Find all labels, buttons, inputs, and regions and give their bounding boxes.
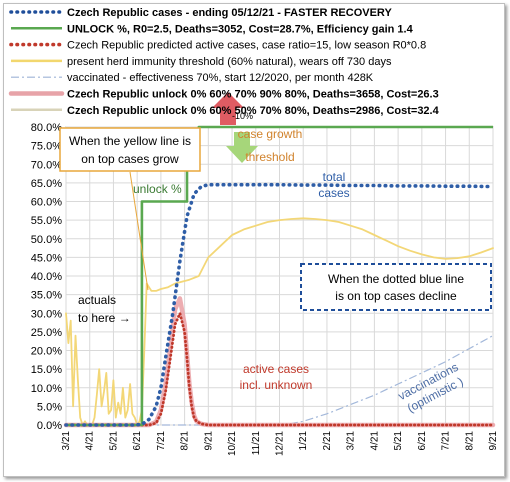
yellow-callout-pointer: [129, 171, 149, 291]
x-tick-label: 3/21: [346, 431, 357, 451]
y-tick-label: 30.0%: [31, 308, 62, 320]
y-tick-label: 40.0%: [31, 271, 62, 283]
yellow-callout-line1: When the yellow line is: [69, 134, 191, 148]
y-tick-label: 15.0%: [31, 364, 62, 376]
legend-label-vacc: vaccinated - effectiveness 70%, start 12…: [67, 72, 374, 84]
up-arrow: [212, 92, 244, 125]
y-tick-label: 60.0%: [31, 197, 62, 209]
x-axis-ticks: 3/21 4/21 5/21 6/21 7/21 8/21 9/21 10/21 11/21 12…: [61, 431, 499, 456]
x-tick-label: 3/21: [61, 431, 72, 451]
y-tick-label: 55.0%: [31, 215, 62, 227]
threshold-line1: case growth: [238, 127, 303, 141]
legend-label-unlock3: Czech Republic unlock 0% 60% 50% 70% 80%…: [67, 105, 440, 117]
x-tick-label: 9/21: [203, 431, 214, 451]
x-tick-label: 10/21: [227, 431, 238, 456]
legend: Czech Republic cases - ending 05/12/21 -…: [8, 7, 440, 117]
blue-callout-box: [300, 263, 492, 311]
total-cases-line2: cases: [318, 186, 349, 200]
active-cases-line2: incl. unknown: [240, 378, 313, 392]
y-tick-label: 5.0%: [37, 401, 62, 413]
y-tick-label: 0.0%: [37, 420, 62, 432]
x-tick-label: 9/21: [488, 431, 499, 451]
blue-callout-line1: When the dotted blue line: [328, 272, 464, 286]
x-tick-label: 5/21: [393, 431, 404, 451]
y-tick-label: 20.0%: [31, 346, 62, 358]
x-tick-label: 12/21: [275, 431, 286, 456]
active-cases-line1: active cases: [243, 362, 309, 376]
threshold-line2: threshold: [245, 150, 294, 164]
y-tick-label: 10.0%: [31, 383, 62, 395]
x-tick-label: 8/21: [180, 431, 191, 451]
total-cases-line1: total: [323, 170, 346, 184]
blue-callout-line2: is on top cases decline: [335, 289, 457, 303]
y-tick-label: 80.0%: [31, 122, 62, 134]
yellow-callout-box: [59, 127, 201, 172]
x-tick-label: 8/21: [464, 431, 475, 451]
x-tick-label: 4/21: [85, 431, 96, 451]
x-tick-label: 7/21: [441, 431, 452, 451]
legend-label-unlock2: Czech Republic unlock 0% 60% 70% 90% 80%…: [67, 89, 439, 101]
x-tick-label: 5/21: [108, 431, 119, 451]
x-tick-label: 4/21: [369, 431, 380, 451]
x-tick-label: 2/21: [322, 431, 333, 451]
threshold-arrows: [212, 92, 258, 163]
legend-label-cases: Czech Republic cases - ending 05/12/21 -…: [67, 7, 392, 19]
y-tick-label: 75.0%: [31, 141, 62, 153]
actuals-line2: to here →: [78, 311, 131, 325]
legend-label-predicted: Czech Republic predicted active cases, c…: [67, 40, 426, 52]
arrow-label: -10%: [232, 111, 253, 121]
y-tick-label: 65.0%: [31, 178, 62, 190]
x-tick-label: 1/21: [298, 431, 309, 451]
x-tick-label: 6/21: [417, 431, 428, 451]
series-predicted: [64, 311, 495, 427]
y-tick-label: 45.0%: [31, 252, 62, 264]
x-tick-label: 6/21: [132, 431, 143, 451]
legend-label-herd: present herd immunity threshold (60% nat…: [67, 56, 392, 68]
y-tick-label: 70.0%: [31, 159, 62, 171]
legend-label-unlock: UNLOCK %, R0=2.5, Deaths=3052, Cost=28.7…: [67, 23, 414, 35]
x-tick-label: 11/21: [251, 431, 262, 456]
y-tick-label: 25.0%: [31, 327, 62, 339]
x-tick-label: 7/21: [156, 431, 167, 451]
series-vacc: [66, 335, 494, 426]
down-arrow: [226, 132, 258, 163]
y-tick-label: 35.0%: [31, 290, 62, 302]
yellow-callout-line2: on top cases grow: [81, 152, 179, 166]
y-axis-ticks: 0.0% 5.0% 10.0% 15.0% 20.0% 25.0% 30.0% 35.0% 40…: [31, 122, 62, 432]
unlock-label: unlock %: [133, 182, 182, 196]
y-tick-label: 50.0%: [31, 234, 62, 246]
actuals-line1: actuals: [78, 293, 116, 307]
series-cases: [64, 182, 495, 427]
